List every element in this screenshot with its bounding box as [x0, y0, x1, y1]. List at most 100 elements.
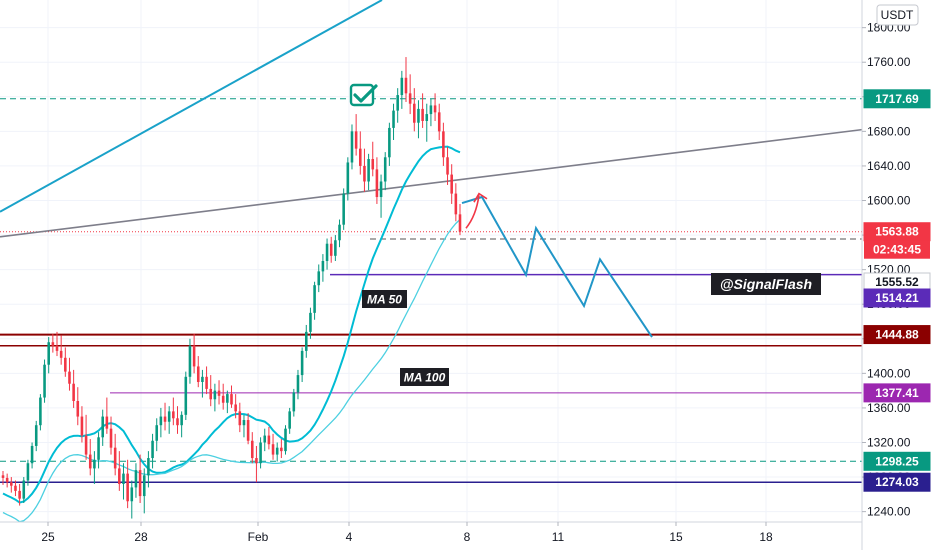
currency-button[interactable]: USDT [876, 4, 919, 26]
candle-body [130, 487, 134, 502]
candle-body [134, 470, 138, 488]
ma100-label: MA 100 [400, 368, 449, 386]
candle-body [288, 411, 291, 429]
candle-body [59, 350, 63, 358]
candle-body [342, 193, 345, 225]
candle-body [304, 331, 308, 351]
candle-body [221, 395, 225, 403]
candle-body [417, 108, 420, 123]
drawings-overlay [461, 192, 653, 338]
moving-averages [2, 145, 461, 523]
price-badge-label: 1444.88 [875, 328, 919, 342]
candle-body [346, 162, 350, 194]
price-badge-label: 1514.21 [875, 291, 919, 305]
date-tick-label: 8 [464, 530, 471, 544]
candle-body [271, 444, 275, 455]
date-tick-label: 28 [134, 530, 148, 544]
candle-body [446, 157, 449, 175]
price-tick-label: 1680.00 [867, 124, 911, 138]
candle-body [167, 411, 171, 422]
candle-body [255, 458, 258, 464]
price-tick-label: 1600.00 [867, 194, 911, 208]
candle-body [392, 110, 395, 128]
candle-body [400, 77, 404, 96]
date-tick-label: 25 [41, 530, 55, 544]
candle-body [421, 108, 424, 121]
price-tick-label: 1320.00 [867, 435, 911, 449]
currency-label: USDT [881, 8, 914, 22]
date-tick-label: 15 [669, 530, 683, 544]
candle-body [80, 416, 84, 436]
candle-body [317, 271, 321, 286]
price-badge-label: 1555.52 [875, 275, 919, 289]
check-icon [349, 83, 378, 107]
ma50-line [2, 145, 461, 504]
candle-body [354, 131, 358, 149]
candle-body [363, 165, 366, 182]
candle-body [217, 390, 221, 396]
candle-body [192, 345, 196, 367]
candle-body [176, 418, 179, 426]
candle-body [321, 261, 325, 272]
candle-body [375, 169, 379, 198]
candle-body [180, 414, 183, 426]
candle-body [263, 435, 267, 443]
candle-body [118, 468, 121, 484]
candle-body [383, 157, 387, 182]
candle-body [18, 490, 21, 499]
candle-body [234, 404, 237, 412]
time-axis: 25 28 Feb 4 8 11 15 18 [41, 522, 773, 544]
price-tick-label: 1240.00 [867, 505, 911, 519]
price-badge [863, 89, 931, 109]
price-badge [863, 451, 931, 471]
candle-body [10, 482, 13, 486]
price-badge-label: 1563.88 [875, 225, 919, 239]
candle-body [413, 103, 416, 123]
candles [1, 57, 462, 519]
candle-body [155, 425, 159, 441]
price-badge-label: 1377.41 [875, 386, 919, 400]
brand-watermark: @SignalFlash [711, 273, 821, 295]
candle-body [64, 357, 67, 372]
price-tick-label: 1360.00 [867, 401, 911, 415]
date-tick-label: 11 [552, 530, 565, 544]
candle-body [88, 454, 92, 469]
candle-body [184, 376, 188, 415]
candle-body [313, 285, 316, 313]
candle-body [34, 425, 38, 446]
candle-body [113, 447, 117, 469]
price-badge [863, 383, 931, 403]
price-tick-label: 1760.00 [867, 55, 911, 69]
candle-body [51, 342, 55, 346]
price-labels: 1717.69 1563.88 1555.52 1514.21 1444.88 1377.… [863, 89, 931, 492]
candle-body [371, 159, 375, 170]
candle-body [408, 93, 412, 104]
candle-body [209, 388, 213, 400]
candle-body [14, 485, 17, 491]
ma50-label: MA 50 [362, 290, 407, 308]
candle-body [147, 458, 150, 476]
candle-body [105, 416, 109, 429]
channel-line [0, 0, 383, 213]
candle-body [425, 114, 429, 121]
price-badge-label: 1274.03 [875, 475, 919, 489]
candle-body [350, 131, 354, 163]
candle-body [163, 416, 167, 422]
candle-body [109, 428, 113, 448]
candle-body [196, 366, 200, 382]
candle-body [454, 193, 458, 215]
svg-text:MA 100: MA 100 [404, 371, 446, 385]
candle-body [450, 174, 453, 194]
candle-body [275, 447, 279, 455]
candle-body [404, 77, 408, 94]
bounce-arrow [465, 195, 480, 229]
price-badge-label: 1298.25 [875, 454, 919, 468]
candle-body [122, 473, 125, 484]
candle-body [47, 342, 50, 365]
date-tick-label: 4 [346, 530, 353, 544]
candle-body [429, 105, 433, 115]
price-badge [863, 472, 931, 492]
candle-body [142, 475, 146, 497]
